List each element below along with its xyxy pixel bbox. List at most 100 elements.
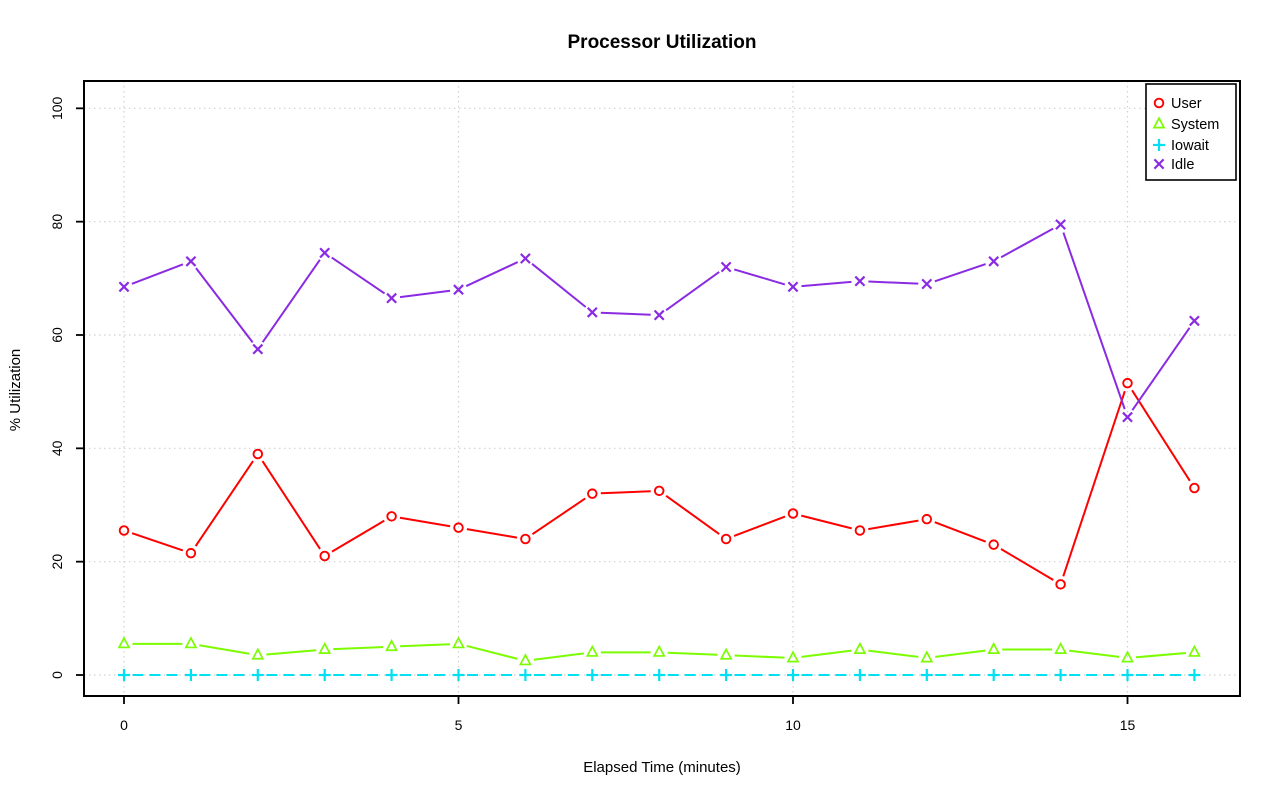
series-line-segment [1135, 652, 1187, 659]
data-point-x [787, 281, 799, 293]
data-point-x [1055, 219, 1066, 230]
data-point-triangle [1121, 650, 1134, 663]
legend-item-system: System [1152, 116, 1219, 133]
series-line-segment [600, 311, 651, 316]
data-point-triangle [452, 636, 465, 649]
data-point-triangle [1187, 644, 1201, 657]
data-point-circle [1189, 482, 1200, 494]
series-line-segment [195, 267, 254, 344]
data-point-triangle [1054, 641, 1068, 654]
series-line-segment [868, 280, 919, 285]
series-line-segment [466, 528, 518, 539]
y-tick-label: 100 [49, 96, 65, 120]
series-line-segment [600, 490, 651, 495]
series-line-segment [1131, 327, 1191, 411]
data-point-x [1189, 315, 1200, 327]
data-point-x [453, 284, 464, 296]
data-point-x [1153, 158, 1165, 170]
data-point-circle [1055, 579, 1066, 590]
series-line-segment [1068, 649, 1120, 658]
x-tick-label: 5 [455, 717, 463, 733]
y-tick-label: 20 [49, 554, 65, 570]
series-line-segment [266, 649, 317, 656]
x-tick-label: 10 [785, 717, 801, 733]
data-point-x [185, 255, 197, 267]
series-line-segment [801, 649, 852, 658]
data-point-triangle [251, 647, 265, 660]
data-point-circle [988, 539, 999, 550]
series-layer [117, 219, 1201, 681]
data-point-x [118, 281, 130, 293]
series-line-segment [1000, 227, 1054, 259]
series-line-segment [131, 532, 184, 552]
data-point-circle [653, 485, 665, 497]
series-line-segment [399, 289, 451, 299]
series-system [117, 636, 1201, 666]
data-point-triangle [318, 641, 332, 654]
series-line-segment [934, 263, 986, 283]
data-point-circle [587, 488, 598, 499]
data-point-circle [386, 511, 397, 522]
series-line-segment [1000, 548, 1054, 581]
data-point-triangle [184, 636, 198, 649]
data-point-circle [1122, 377, 1133, 389]
x-tick-label: 0 [120, 717, 128, 733]
data-point-circle [185, 547, 197, 559]
legend-item-label: System [1171, 117, 1219, 133]
data-point-triangle [987, 641, 1001, 654]
series-user [118, 377, 1200, 590]
series-line-segment [934, 521, 987, 543]
data-point-x [653, 309, 665, 321]
axes-layer: 0 5 10 15 0 20 40 60 80 100 [49, 80, 1241, 733]
data-point-circle [453, 522, 464, 533]
data-point-triangle [853, 641, 867, 654]
data-point-x [319, 247, 331, 259]
x-tick-label: 15 [1120, 717, 1136, 733]
series-line-segment [465, 261, 519, 287]
series-line-segment [333, 646, 384, 651]
data-point-circle [854, 525, 866, 536]
data-point-circle [118, 525, 130, 536]
y-tick-label: 40 [49, 440, 65, 456]
series-line-segment [733, 268, 786, 286]
data-point-x [854, 275, 866, 287]
data-point-triangle [518, 653, 532, 666]
series-line-segment [868, 649, 919, 658]
data-point-x [720, 261, 732, 273]
data-point-x [921, 278, 933, 290]
data-point-x [252, 343, 264, 355]
data-point-circle [720, 533, 732, 545]
data-point-triangle [920, 650, 934, 663]
series-line-segment [868, 519, 919, 531]
series-line-segment [261, 460, 321, 550]
series-line-segment [399, 516, 451, 528]
series-line-segment [261, 259, 321, 343]
legend-item-label: Iowait [1171, 138, 1209, 154]
series-iowait [118, 669, 1201, 681]
legend: User System Iowait Idle [1145, 83, 1237, 181]
legend-item-iowait: Iowait [1153, 138, 1209, 154]
y-tick-label: 0 [49, 671, 65, 679]
series-line-segment [667, 651, 718, 656]
data-point-circle [1153, 97, 1165, 109]
data-point-triangle [117, 636, 131, 649]
legend-item-label: Idle [1171, 157, 1194, 173]
chart-title: Processor Utilization [568, 32, 757, 53]
plot-box [83, 80, 1241, 697]
data-point-triangle [786, 650, 800, 663]
series-line-segment [531, 497, 586, 536]
series-line-segment [1131, 389, 1191, 482]
legend-item-idle: Idle [1153, 157, 1194, 173]
series-line-segment [665, 494, 720, 535]
legend-item-user: User [1153, 96, 1202, 112]
data-point-circle [520, 533, 531, 545]
y-tick-label: 80 [49, 214, 65, 230]
series-line-segment [935, 649, 986, 658]
series-line-segment [1062, 232, 1126, 410]
y-axis-label: % Utilization [7, 349, 24, 432]
data-point-triangle [585, 644, 599, 657]
series-idle [118, 219, 1200, 423]
series-line-segment [1062, 390, 1126, 577]
